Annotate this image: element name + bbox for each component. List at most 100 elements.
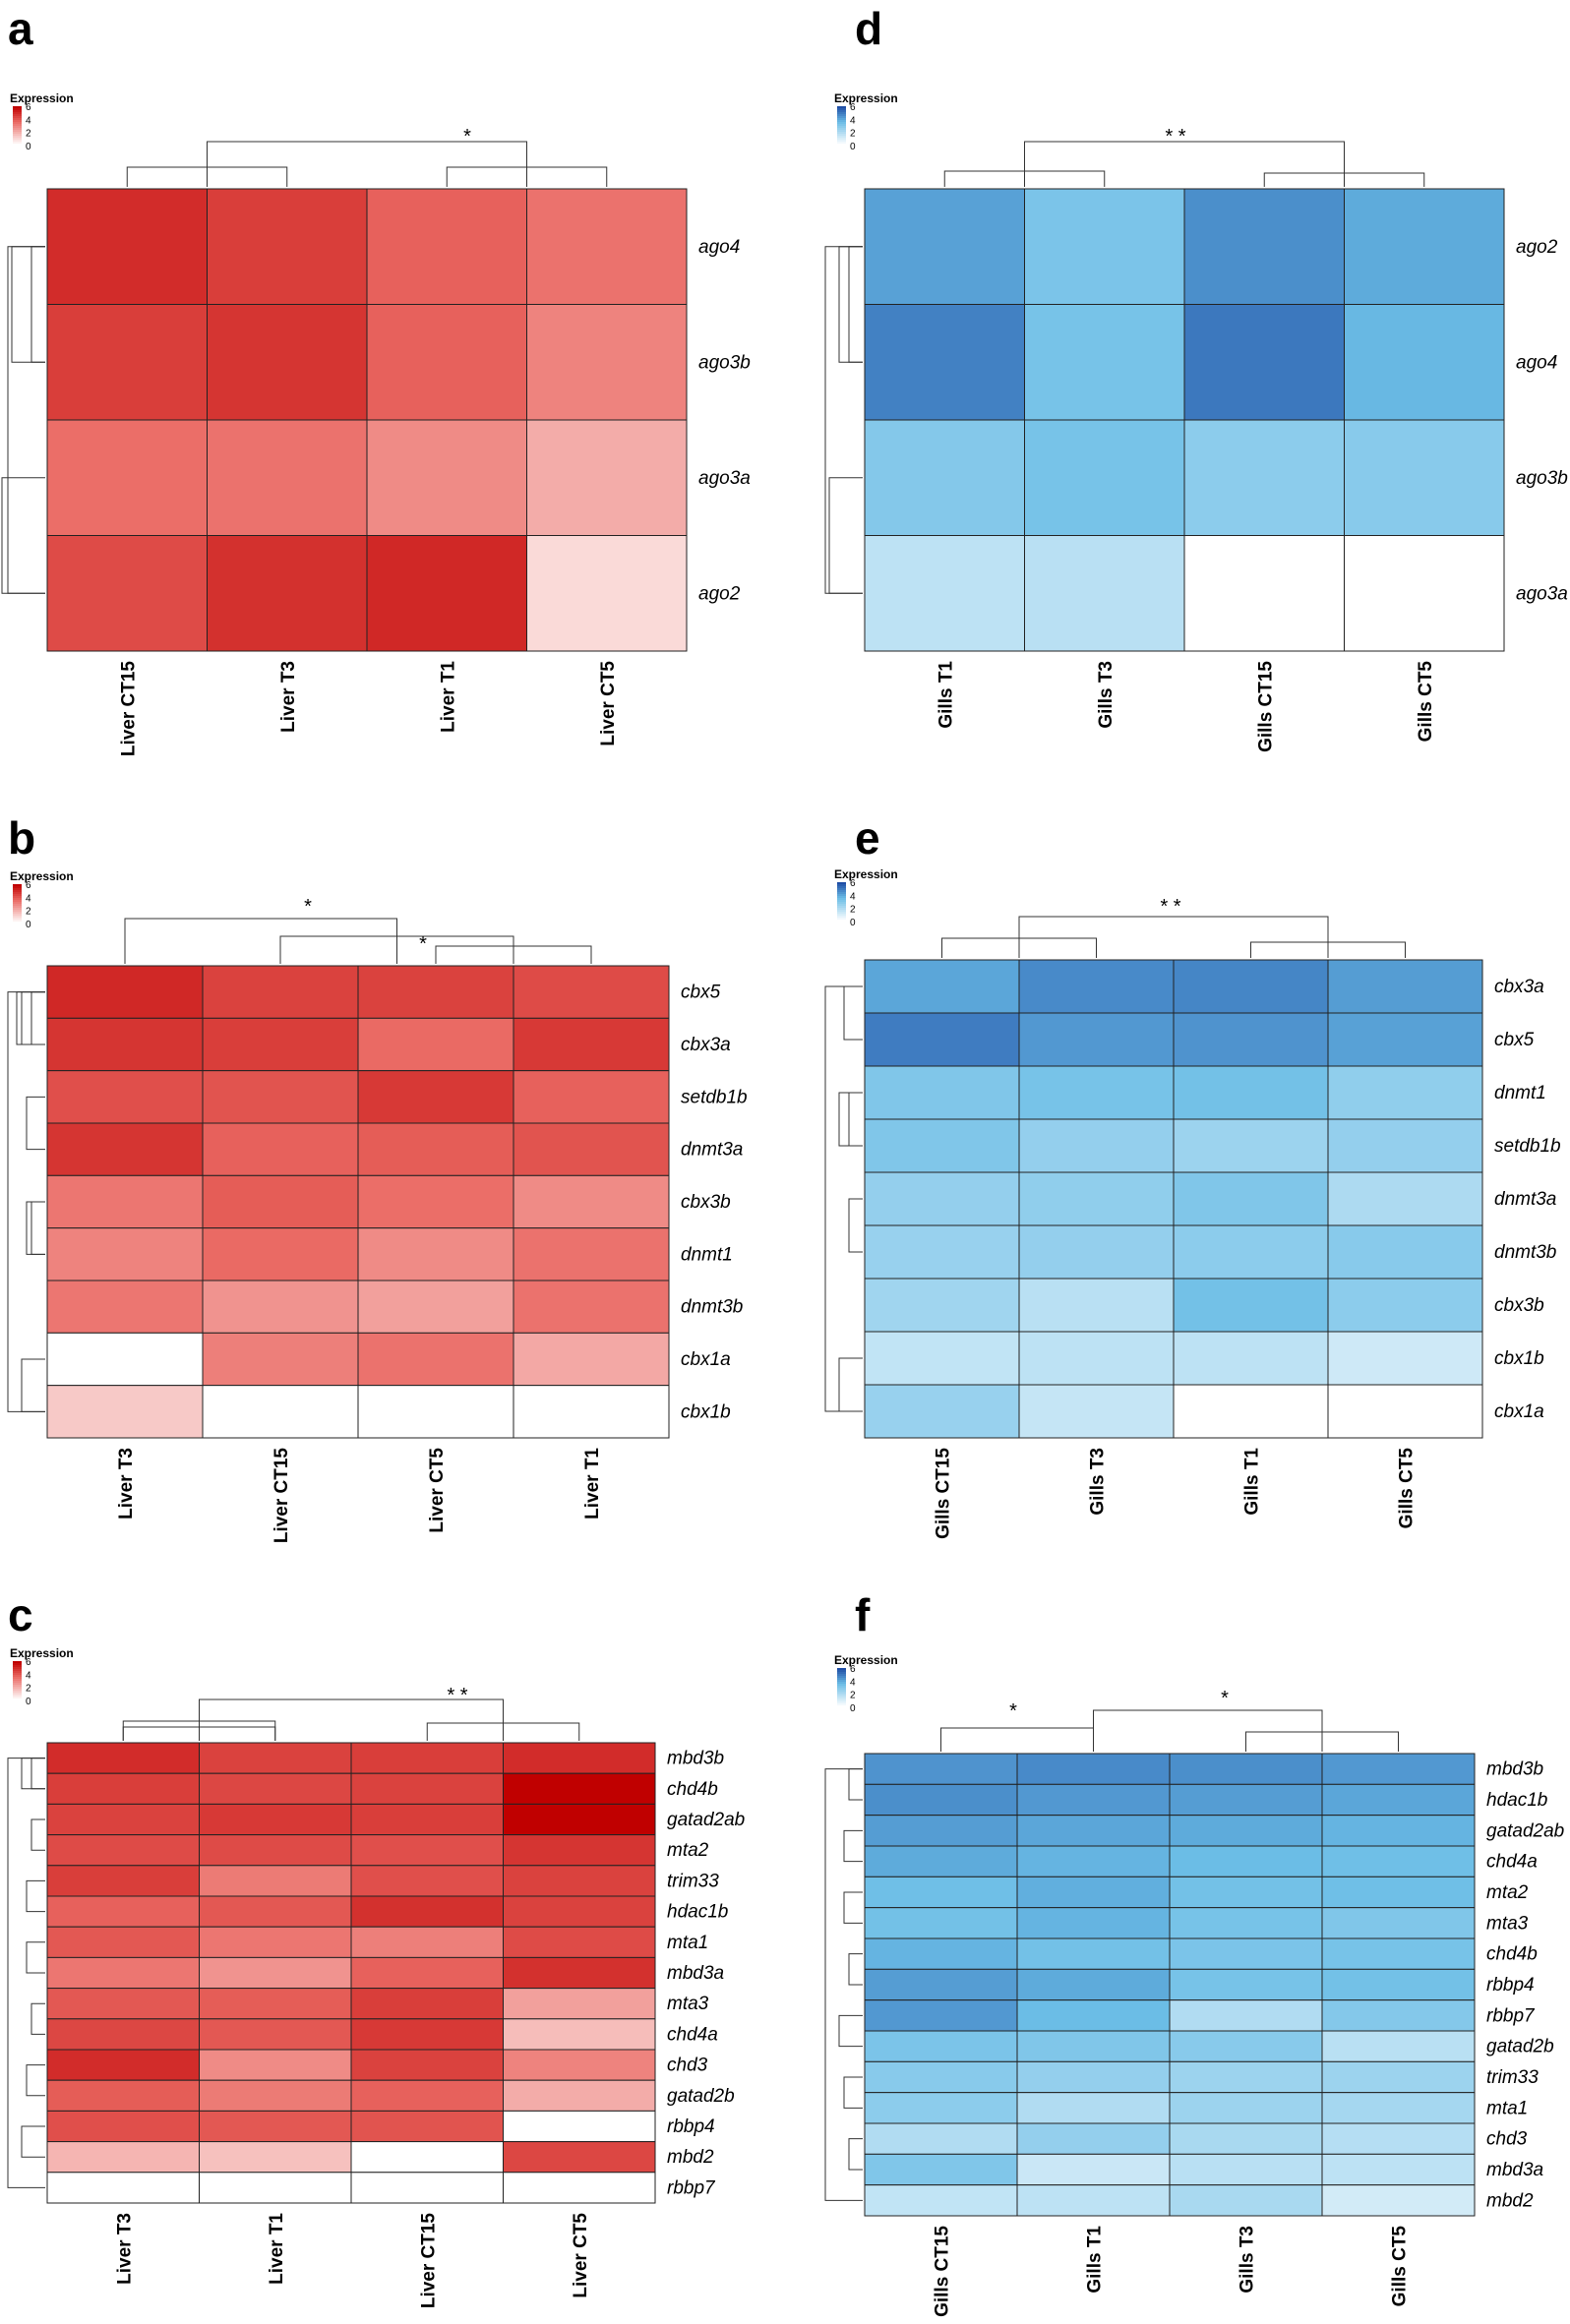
heatmap-cell: [1344, 535, 1505, 652]
legend-swatch: [837, 1698, 846, 1700]
row-label: chd3: [1486, 2129, 1528, 2150]
heatmap-cell: [357, 965, 514, 1019]
heatmap-cell: [1327, 1171, 1483, 1226]
heatmap-cell: [864, 1815, 1018, 1847]
row-label: cbx5: [681, 983, 721, 1003]
row-label: ago2: [1516, 237, 1558, 258]
heatmap-cell: [1327, 1224, 1483, 1280]
cells-a: [46, 188, 688, 652]
heatmap-cell: [864, 2153, 1018, 2186]
heatmap-cell: [864, 1384, 1020, 1439]
heatmap-cell: [1183, 304, 1345, 421]
heatmap-cell: [357, 1070, 514, 1124]
heatmap-cell: [1016, 1815, 1171, 1847]
heatmap-cell: [1173, 1224, 1329, 1280]
heatmap-cell: [503, 2049, 656, 2081]
column-label: Liver CT5: [571, 2213, 591, 2298]
heatmap-cell: [199, 1834, 352, 1867]
legend-swatch: [13, 1687, 22, 1690]
heatmap-cell: [1173, 1171, 1329, 1226]
heatmap-cell: [1173, 1012, 1329, 1067]
heatmap-cell: [513, 965, 670, 1019]
legend-swatch: [837, 900, 846, 903]
legend-swatch: [13, 1683, 22, 1686]
heatmap-cell: [207, 535, 368, 652]
heatmap-cell: [1016, 2153, 1171, 2186]
column-label: Liver T3: [278, 661, 299, 733]
legend-swatch: [13, 120, 22, 123]
legend-tick: 4: [850, 115, 856, 126]
column-label: Liver CT15: [118, 661, 139, 757]
legend-swatch: [13, 1689, 22, 1692]
heatmap-cell: [207, 419, 368, 536]
heatmap-cell: [199, 1772, 352, 1805]
row-label: mbd2: [667, 2147, 714, 2168]
heatmap-cell: [46, 1332, 204, 1387]
legend-swatch: [13, 902, 22, 905]
legend-swatch: [13, 918, 22, 921]
legend-tick: 6: [26, 880, 31, 891]
heatmap-cell: [503, 1988, 656, 2020]
heatmap-cell: [199, 2141, 352, 2174]
heatmap-cell: [1024, 535, 1185, 652]
legend-swatch: [13, 122, 22, 125]
legend-swatch: [13, 892, 22, 895]
heatmap-cell: [503, 1772, 656, 1805]
row-label: chd4b: [667, 1779, 718, 1800]
column-label: Liver T3: [116, 1448, 137, 1520]
heatmap-cell: [503, 1895, 656, 1928]
heatmap-cell: [46, 1280, 204, 1334]
legend-swatch: [837, 106, 846, 109]
heatmap-cell: [1321, 1783, 1476, 1817]
heatmap-cell: [864, 1065, 1020, 1120]
heatmap-cell: [1018, 959, 1175, 1014]
heatmap-cell: [1173, 1118, 1329, 1173]
legend-swatch: [837, 1682, 846, 1685]
legend-swatch: [837, 916, 846, 919]
heatmap-cell: [46, 1865, 200, 1897]
legend-tick: 0: [850, 918, 856, 928]
heatmap-cell: [46, 304, 208, 421]
legend-swatch: [837, 126, 846, 129]
dendrogram-branch: [21, 1758, 45, 1790]
legend-swatch: [13, 922, 22, 924]
row-label: ago2: [698, 583, 741, 604]
legend-swatch: [837, 124, 846, 127]
heatmap-cell: [864, 1999, 1018, 2032]
dendrogram-branch: [843, 1891, 863, 1924]
legend-swatch: [13, 888, 22, 891]
heatmap-cell: [199, 1956, 352, 1990]
dendrogram-root: [7, 991, 45, 1412]
heatmap-cell: [357, 1227, 514, 1281]
row-label: rbbp7: [1486, 2005, 1536, 2026]
heatmap-cell: [503, 1803, 656, 1836]
heatmap-cell: [1016, 2122, 1171, 2155]
heatmap-cell: [357, 1122, 514, 1176]
legend-tick: 6: [26, 102, 31, 113]
legend-swatch: [837, 882, 846, 885]
row-label: ago4: [1516, 352, 1557, 373]
heatmap-cell: [199, 1865, 352, 1897]
column-dendrogram-b: [124, 918, 592, 964]
dendrogram-branch: [124, 918, 397, 964]
heatmap-cell: [350, 2049, 504, 2081]
heatmap-cell: [1169, 1783, 1323, 1817]
significance-marker: *: [1009, 1700, 1017, 1722]
panel-letter-a: a: [8, 3, 33, 54]
legend-tick: 2: [26, 907, 31, 918]
heatmap-cell: [864, 1907, 1018, 1939]
row-label: mta2: [1486, 1882, 1529, 1903]
dendrogram-branch: [843, 985, 863, 1041]
legend-tick: 2: [850, 905, 856, 916]
legend-swatch: [13, 898, 22, 901]
heatmap-cell: [46, 2018, 200, 2051]
legend-swatch: [13, 134, 22, 137]
legend-swatch: [837, 894, 846, 897]
dendrogram-branch: [199, 1698, 504, 1741]
legend-swatch: [837, 902, 846, 905]
heatmap-cell: [46, 1956, 200, 1990]
significance-marker: *: [1221, 1688, 1229, 1709]
